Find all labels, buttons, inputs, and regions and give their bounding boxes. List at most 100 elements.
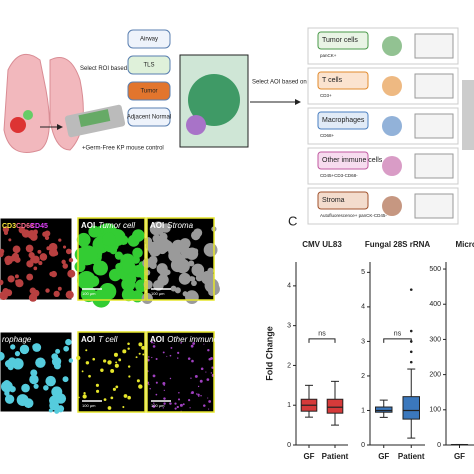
roi-step: Select ROI based on morphology bbox=[80, 66, 168, 72]
y-tick-label: 3 bbox=[361, 338, 365, 345]
cell bbox=[83, 392, 86, 395]
cell bbox=[162, 407, 164, 409]
cell bbox=[191, 280, 197, 287]
aoi-marker: CD3+ bbox=[320, 93, 332, 98]
cell bbox=[115, 361, 118, 364]
cell bbox=[77, 245, 98, 266]
cell bbox=[37, 249, 42, 254]
cell bbox=[81, 370, 84, 373]
image-label: AOI Tumor cell bbox=[81, 221, 135, 230]
y-tick-label: 0 bbox=[437, 442, 441, 449]
label-name: Tumor cell bbox=[98, 221, 135, 230]
cell bbox=[65, 338, 72, 346]
cell bbox=[169, 377, 172, 380]
cell bbox=[177, 351, 180, 354]
aoi-cells bbox=[382, 116, 402, 136]
image-label: AOI T cell bbox=[81, 335, 118, 344]
aoi-cells bbox=[382, 76, 402, 96]
cell bbox=[127, 342, 130, 345]
tumor-spot bbox=[23, 110, 33, 120]
slide-tissue bbox=[78, 109, 111, 128]
roi-box bbox=[127, 29, 171, 49]
label-name: Other immune bbox=[167, 335, 218, 344]
cell bbox=[157, 274, 169, 286]
cell bbox=[12, 245, 21, 254]
cell bbox=[148, 356, 150, 358]
y-tick-label: 3 bbox=[287, 322, 291, 329]
significance-bracket bbox=[383, 338, 412, 343]
cell bbox=[114, 363, 119, 368]
cell bbox=[48, 408, 53, 413]
cell bbox=[96, 389, 100, 393]
cell bbox=[128, 375, 131, 378]
cell bbox=[148, 383, 150, 386]
cell bbox=[68, 358, 74, 363]
image-label: AOI Stroma bbox=[150, 221, 194, 230]
cell bbox=[30, 369, 38, 377]
panel-frame bbox=[146, 331, 215, 413]
aoi-marker: CD68+ bbox=[320, 133, 335, 138]
cell bbox=[150, 260, 156, 267]
chart-title: Microbial bbox=[455, 240, 474, 249]
cell bbox=[4, 394, 15, 404]
aoi-name: T cells bbox=[322, 77, 343, 84]
aoi-plate bbox=[414, 193, 454, 219]
roi-list: Airway TLS Tumor Adjacent Normal bbox=[127, 29, 171, 127]
cell bbox=[77, 270, 96, 290]
cell bbox=[143, 279, 153, 290]
cell bbox=[199, 379, 203, 383]
aoi-list: Tumor cells panCK+ T cells CD3+ Macrophages C… bbox=[307, 27, 459, 225]
cell bbox=[138, 352, 141, 355]
cell bbox=[2, 226, 10, 233]
cell bbox=[127, 347, 130, 350]
channel-label: CD3 bbox=[2, 223, 16, 230]
cell bbox=[100, 368, 104, 373]
cell bbox=[152, 345, 156, 348]
cell bbox=[170, 285, 177, 292]
cell bbox=[207, 348, 210, 352]
cell bbox=[45, 288, 50, 293]
cell bbox=[131, 229, 145, 242]
roi-label: Tumor bbox=[140, 89, 157, 95]
cell bbox=[208, 400, 212, 403]
label-prefix: AOI bbox=[81, 335, 95, 344]
cell bbox=[28, 293, 38, 302]
cell bbox=[114, 251, 123, 260]
panel-label: C bbox=[288, 213, 297, 228]
cell bbox=[155, 357, 158, 361]
cell bbox=[113, 352, 118, 357]
cell bbox=[21, 383, 30, 393]
cell bbox=[151, 356, 153, 359]
roi-label: Adjacent Normal bbox=[127, 115, 171, 121]
roi-label: Airway bbox=[140, 37, 158, 43]
cell bbox=[11, 252, 20, 260]
control-label: +Germ-Free KP mouse control bbox=[82, 146, 164, 152]
cell bbox=[178, 272, 191, 285]
cell bbox=[190, 344, 194, 348]
cell bbox=[166, 355, 168, 357]
y-tick-label: 2 bbox=[361, 373, 365, 380]
scale-label: 100 µm bbox=[82, 291, 96, 296]
y-tick-label: 300 bbox=[429, 336, 441, 343]
cell bbox=[4, 360, 13, 368]
cell bbox=[55, 393, 67, 404]
cell bbox=[51, 356, 62, 367]
image-label: rophage bbox=[2, 335, 32, 344]
cell bbox=[144, 237, 153, 246]
box bbox=[375, 406, 393, 413]
instrument bbox=[462, 80, 474, 150]
cell bbox=[0, 250, 4, 258]
roi-step-text: Select ROI based on morphology bbox=[80, 66, 168, 72]
cell bbox=[122, 406, 125, 409]
cell bbox=[169, 354, 172, 357]
cell bbox=[180, 247, 193, 259]
cell bbox=[5, 289, 13, 297]
cell bbox=[162, 381, 166, 385]
cell bbox=[26, 260, 34, 268]
label-name: Stroma bbox=[167, 221, 193, 230]
cell bbox=[194, 374, 198, 378]
cell bbox=[18, 226, 26, 234]
roi-label: TLS bbox=[143, 63, 154, 69]
cell bbox=[155, 393, 158, 396]
aoi-step: Select AOI based on cell surface marker bbox=[252, 80, 359, 86]
